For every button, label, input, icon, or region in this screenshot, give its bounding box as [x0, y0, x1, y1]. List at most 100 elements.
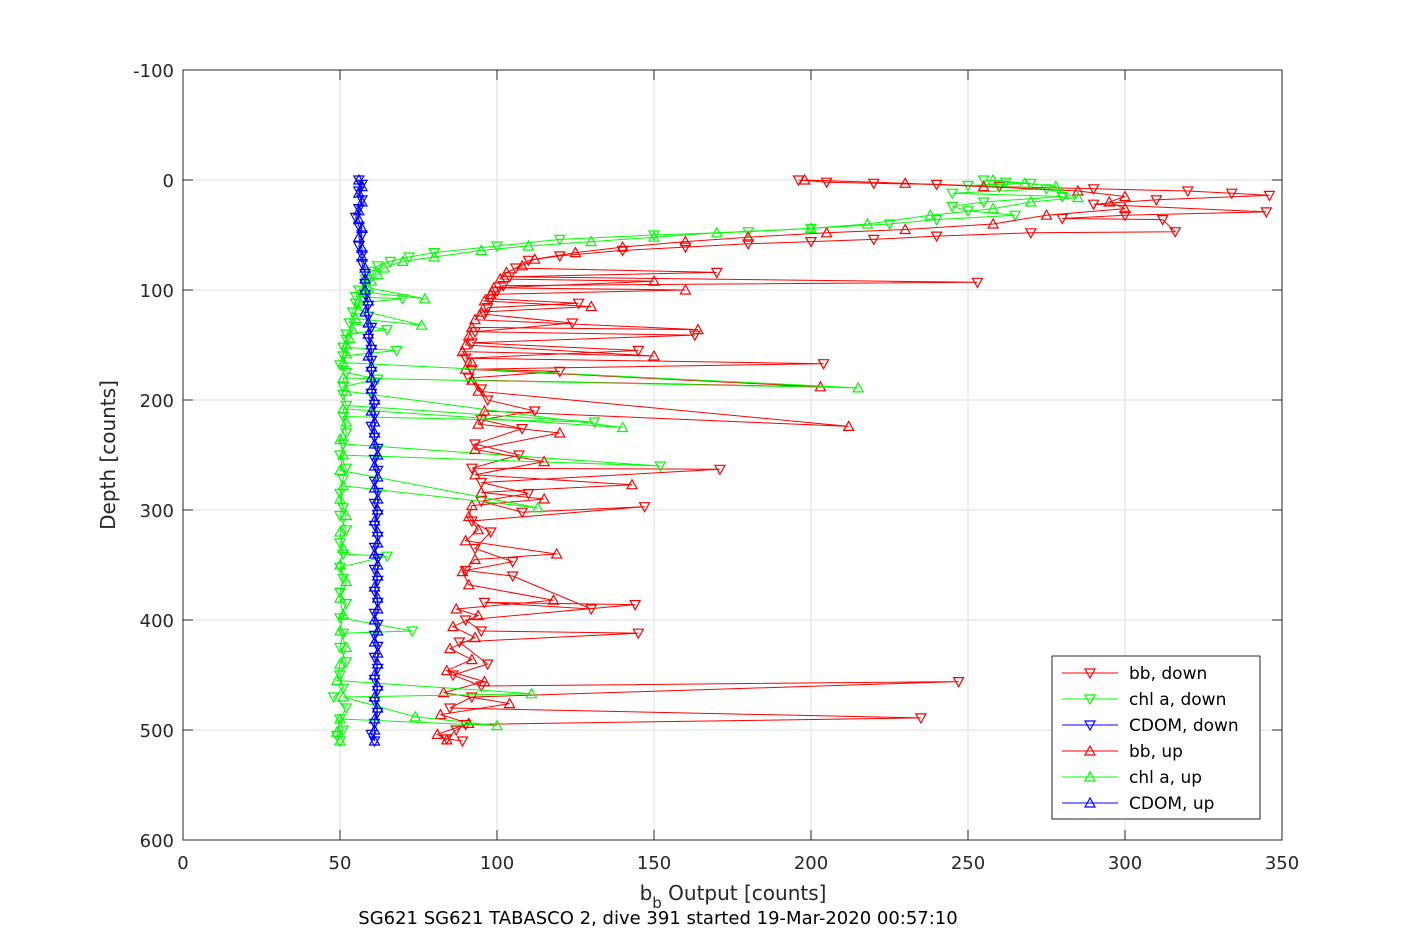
data-point	[409, 710, 422, 722]
data-point	[462, 510, 475, 522]
x-tick-label: 300	[1108, 853, 1142, 874]
data-point	[553, 234, 566, 246]
data-point	[368, 712, 381, 724]
x-tick-label: 150	[637, 853, 671, 874]
data-point	[616, 240, 629, 252]
data-point	[1024, 228, 1037, 240]
data-point	[946, 201, 959, 213]
data-point	[365, 382, 378, 394]
data-point	[333, 464, 347, 475]
data-point	[930, 215, 943, 226]
data-point	[478, 404, 491, 416]
data-point	[820, 177, 833, 189]
legend-label: bb, up	[1129, 742, 1183, 762]
data-point	[450, 725, 463, 737]
data-point	[428, 248, 441, 259]
data-point	[585, 604, 598, 616]
data-point	[469, 631, 482, 643]
data-point	[632, 628, 645, 640]
data-point	[368, 459, 381, 471]
data-point	[490, 719, 504, 731]
x-tick-label: 250	[951, 853, 985, 874]
data-point	[626, 478, 639, 490]
data-point	[742, 227, 755, 238]
data-point	[475, 244, 488, 255]
data-point	[867, 178, 880, 190]
legend-marker	[1083, 694, 1097, 706]
data-point	[337, 474, 350, 486]
legend-label: bb, down	[1129, 664, 1207, 684]
data-point	[333, 624, 347, 636]
x-tick-label: 50	[329, 853, 352, 874]
data-point	[691, 323, 704, 335]
data-point	[447, 670, 460, 682]
ticks	[182, 69, 1283, 841]
data-point	[465, 338, 478, 350]
data-point	[475, 477, 488, 489]
data-point	[443, 703, 456, 715]
x-tick-label: 200	[794, 853, 828, 874]
data-point	[447, 620, 460, 632]
data-point	[867, 234, 880, 246]
data-point	[337, 356, 350, 368]
data-point	[531, 501, 544, 513]
data-point	[340, 428, 353, 440]
data-point	[1103, 195, 1116, 207]
data-point	[390, 345, 403, 357]
x-axis-label-subscript: b	[652, 894, 662, 912]
data-point	[337, 503, 350, 515]
data-point	[930, 231, 943, 243]
data-point	[443, 642, 456, 654]
data-point	[459, 338, 472, 350]
data-point	[371, 470, 384, 482]
data-point	[553, 251, 566, 263]
data-point	[516, 259, 529, 271]
data-point	[798, 173, 811, 185]
data-point	[333, 591, 347, 603]
data-point	[456, 345, 469, 357]
data-point	[431, 728, 444, 740]
data-point	[337, 402, 350, 414]
data-point	[403, 252, 416, 264]
data-point	[333, 525, 347, 537]
legend-label: chl a, up	[1129, 768, 1202, 788]
data-point	[1169, 227, 1182, 238]
data-point	[359, 261, 372, 273]
data-point	[538, 455, 551, 467]
data-point	[384, 256, 397, 268]
data-point	[585, 235, 598, 247]
data-point	[349, 312, 362, 324]
data-point	[333, 642, 347, 654]
legend-marker	[1083, 720, 1097, 732]
data-point	[469, 553, 482, 565]
data-point	[462, 373, 475, 385]
data-point	[406, 626, 419, 638]
data-point	[340, 463, 353, 475]
data-point	[999, 177, 1012, 189]
data-point	[333, 657, 347, 669]
data-point	[368, 481, 381, 493]
data-point	[428, 250, 441, 262]
data-point	[977, 197, 990, 209]
data-point	[368, 668, 381, 680]
data-point	[365, 360, 378, 372]
data-point	[569, 246, 582, 258]
data-point	[333, 734, 347, 746]
data-point	[475, 384, 488, 396]
data-point	[359, 283, 372, 295]
data-point	[371, 624, 384, 636]
legend-marker	[1083, 668, 1097, 680]
data-point	[487, 281, 500, 293]
series-chl-a-up	[330, 173, 1084, 746]
data-point	[368, 415, 381, 427]
data-point	[462, 578, 475, 590]
data-point	[1263, 190, 1276, 202]
data-point	[914, 713, 927, 725]
data-point	[588, 417, 601, 429]
data-point	[368, 547, 381, 559]
y-tick-label: 100	[140, 281, 174, 302]
data-point	[368, 613, 381, 625]
data-point	[340, 347, 353, 359]
data-point	[340, 703, 353, 715]
data-point	[371, 261, 384, 273]
